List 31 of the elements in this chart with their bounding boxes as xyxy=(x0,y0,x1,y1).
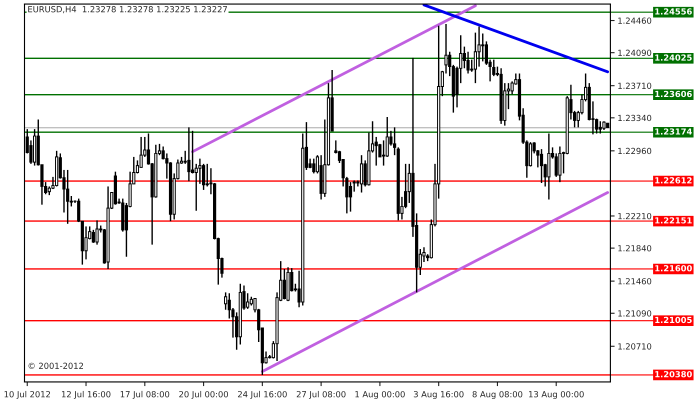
y-tick-label: 1.22210 xyxy=(618,212,652,220)
y-tick-label: 1.23710 xyxy=(618,82,652,89)
ref-line-label: 1.22151 xyxy=(655,217,692,224)
x-tick-label: 27 Jul 08:00 xyxy=(296,390,346,399)
ref-line-label: 1.24556 xyxy=(655,8,692,15)
x-tick-label: 3 Aug 16:00 xyxy=(414,391,464,399)
ref-line-label: 1.21600 xyxy=(655,265,692,272)
ref-line-label: 1.20380 xyxy=(655,371,692,378)
ref-line-label: 1.23174 xyxy=(655,128,692,135)
ref-line-label: 1.21005 xyxy=(655,316,692,324)
annotation: © 2001-2012 xyxy=(28,362,83,369)
x-tick-label: 8 Aug 08:00 xyxy=(472,391,522,399)
y-tick-label: 1.21840 xyxy=(618,245,652,252)
x-tick-label: 12 Jul 16:00 xyxy=(62,390,110,399)
y-tick-label: 1.22960 xyxy=(618,148,652,154)
x-tick-label: 20 Jul 00:00 xyxy=(179,390,228,399)
ref-line-label: 1.22612 xyxy=(655,177,692,184)
ref-line-label: 1.23606 xyxy=(655,90,692,98)
x-tick-label: 17 Jul 08:00 xyxy=(120,390,170,399)
y-tick-label: 1.20710 xyxy=(618,343,652,350)
x-tick-label: 24 Jul 16:00 xyxy=(238,390,287,399)
x-tick-label: 10 Jul 2012 xyxy=(4,390,50,399)
y-tick-label: 1.21460 xyxy=(618,278,652,284)
ref-line-label: 1.24025 xyxy=(655,54,692,61)
y-tick-label: 1.23340 xyxy=(618,114,652,122)
y-tick-label: 1.24090 xyxy=(618,50,652,56)
y-tick-label: 1.24460 xyxy=(618,18,652,24)
y-tick-label: 1.21090 xyxy=(618,310,652,317)
chart-title: EURUSD,H4 1.23278 1.23278 1.23225 1.23227 xyxy=(28,6,227,14)
x-tick-label: 1 Aug 00:00 xyxy=(355,391,405,399)
x-tick-label: 13 Aug 00:00 xyxy=(529,391,584,399)
